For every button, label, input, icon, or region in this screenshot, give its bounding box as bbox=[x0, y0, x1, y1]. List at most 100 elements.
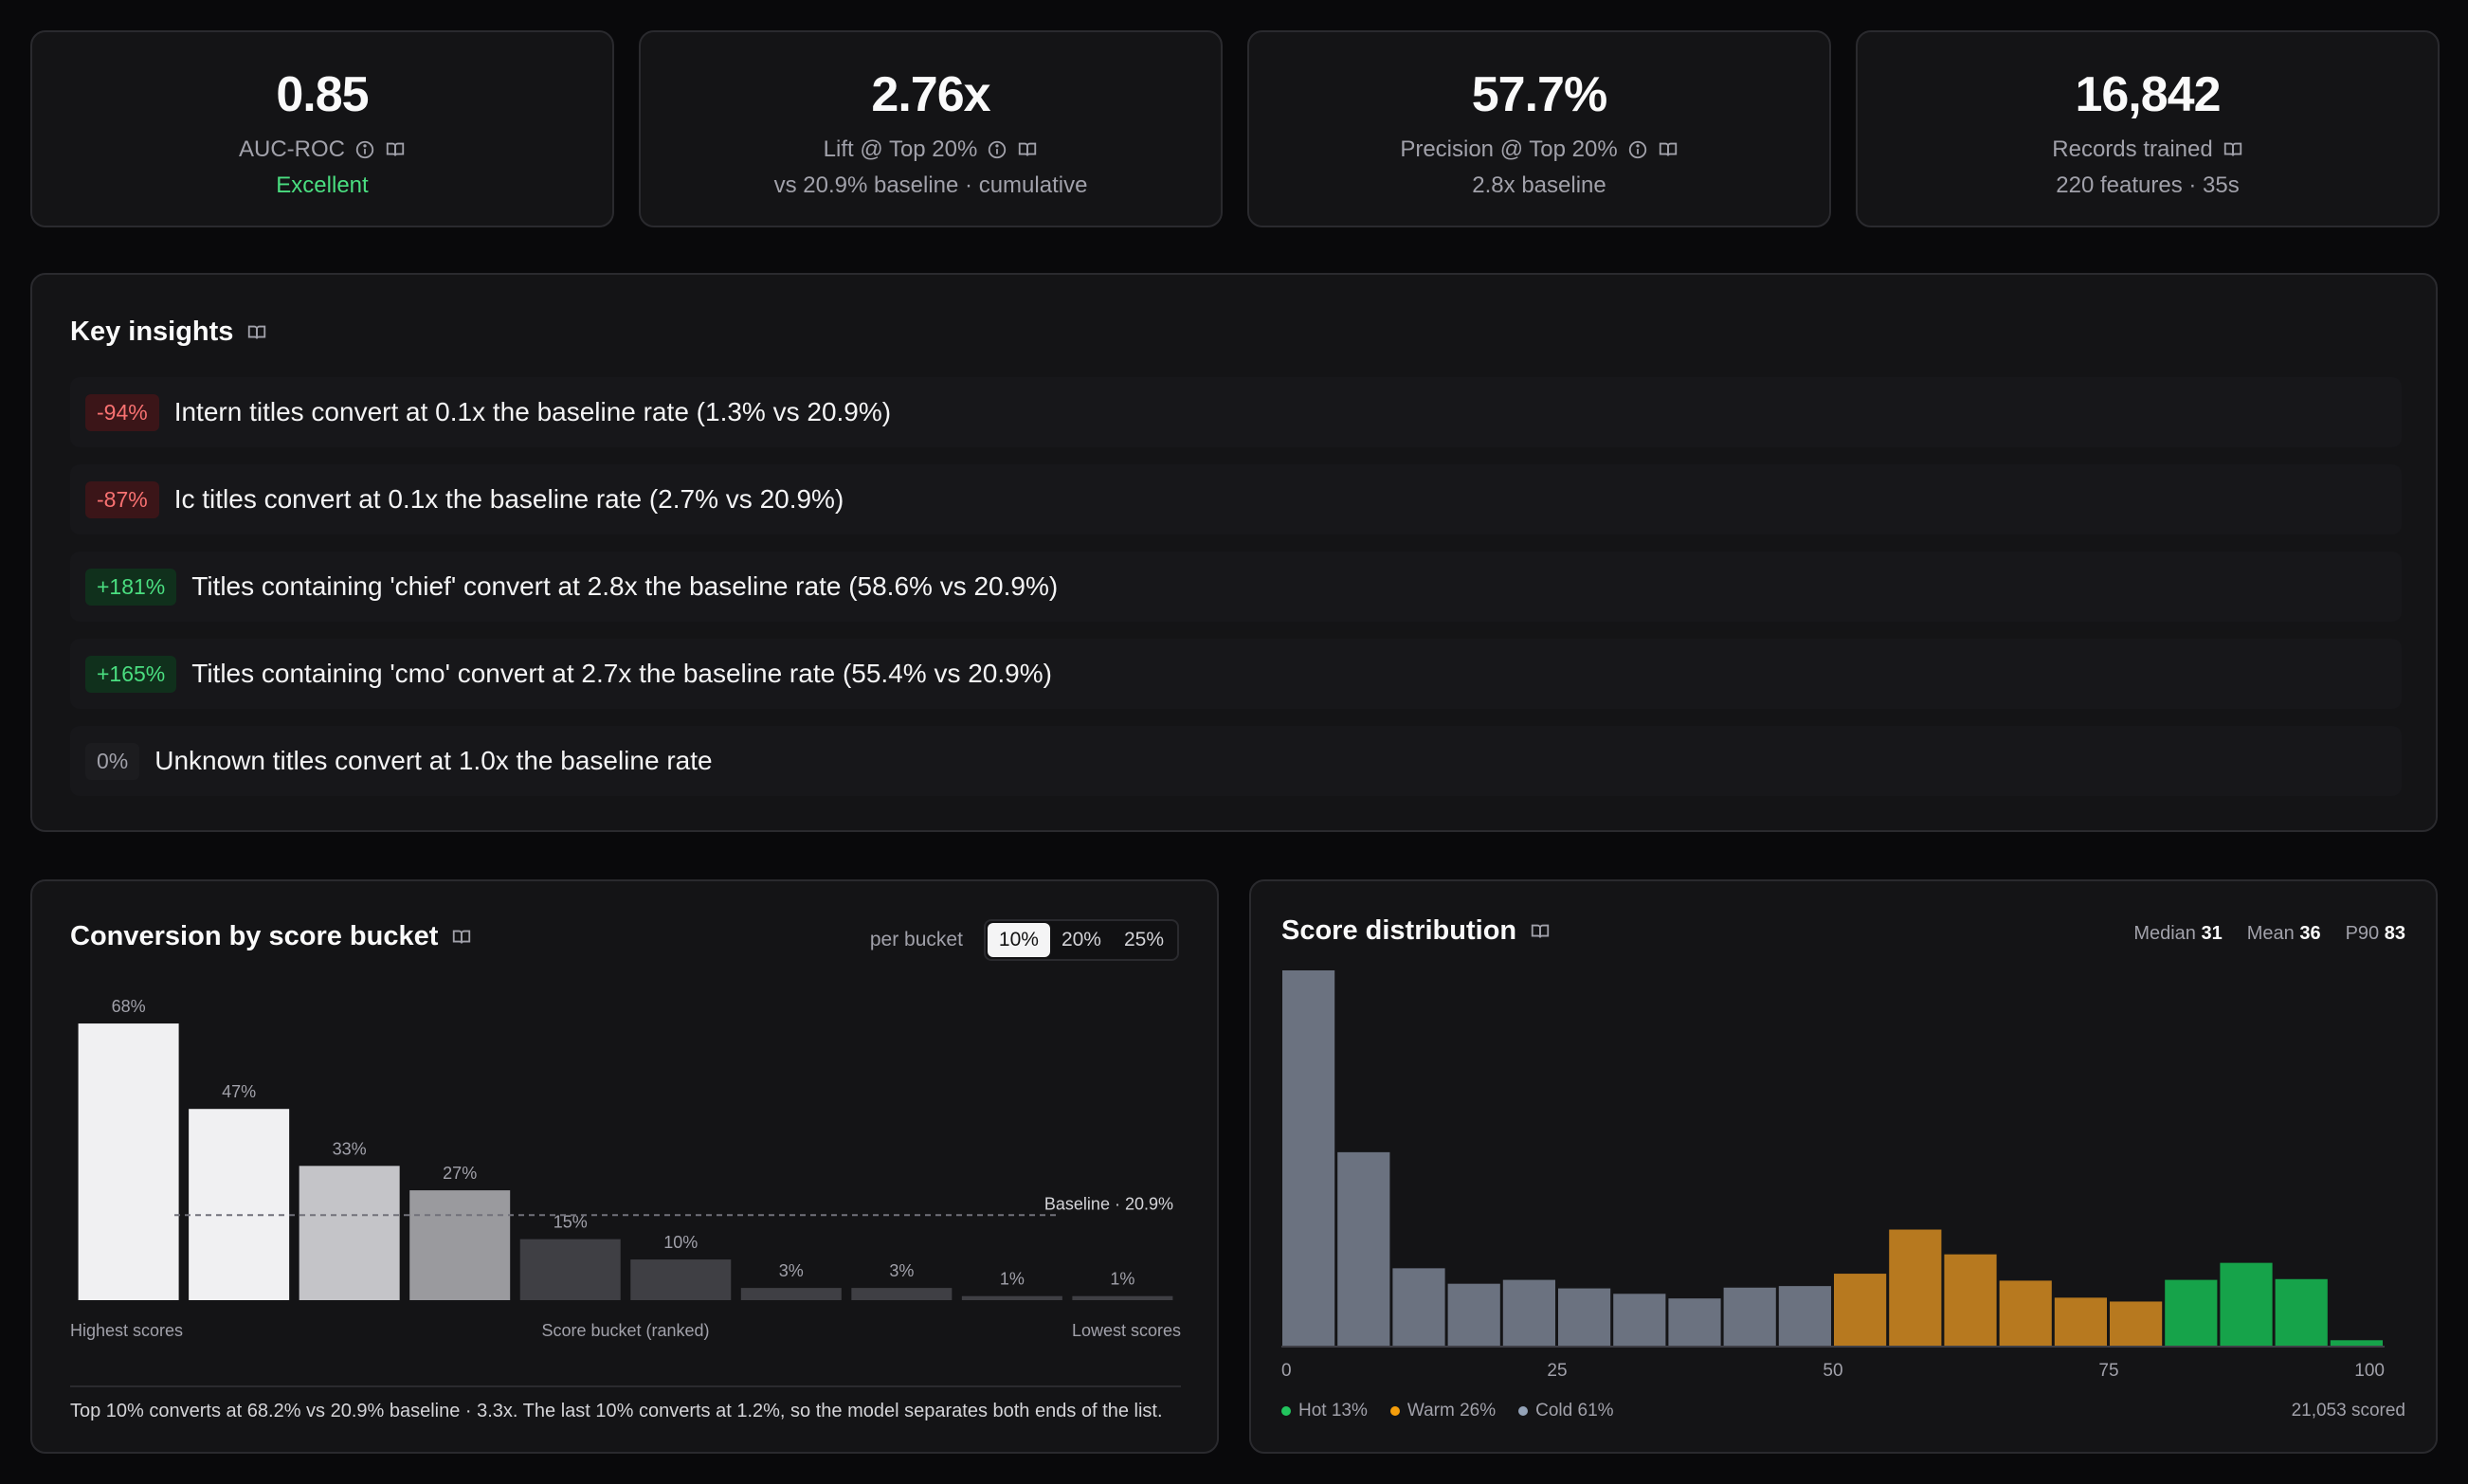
bucket-size-selector: per bucket 10% 20% 25% bbox=[870, 919, 1179, 961]
metric-sub: 220 features · 35s bbox=[2056, 172, 2240, 198]
bar-value-label: 3% bbox=[779, 1261, 804, 1280]
distribution-card: Score distribution Median 31 Mean 36 P90… bbox=[1249, 879, 2438, 1454]
histogram-bar[interactable] bbox=[1502, 1279, 1555, 1346]
conversion-bar[interactable] bbox=[961, 1295, 1062, 1300]
insight-text: Titles containing 'chief' convert at 2.8… bbox=[191, 571, 1059, 601]
histogram-bar[interactable] bbox=[1613, 1294, 1666, 1346]
metric-value: 57.7% bbox=[1471, 67, 1607, 122]
insight-row[interactable]: -94% Intern titles convert at 0.1x the b… bbox=[70, 377, 2402, 447]
x-right-label: Lowest scores bbox=[1072, 1321, 1181, 1340]
histogram-bar[interactable] bbox=[2220, 1262, 2273, 1346]
metric-card-records: 16,842 Records trained 220 features · 35… bbox=[1856, 30, 2440, 227]
info-icon[interactable] bbox=[987, 139, 1007, 160]
conversion-bar[interactable] bbox=[519, 1239, 621, 1300]
histogram-bar[interactable] bbox=[2165, 1279, 2218, 1346]
stat-median: Median 31 bbox=[2133, 923, 2223, 944]
metric-card-lift: 2.76x Lift @ Top 20% vs 20.9% baseline ·… bbox=[639, 30, 1223, 227]
scored-count: 21,053 scored bbox=[2291, 1401, 2405, 1421]
x-axis-label: Score bucket (ranked) bbox=[541, 1321, 709, 1340]
conversion-bar[interactable] bbox=[78, 1023, 179, 1300]
metric-card-precision: 57.7% Precision @ Top 20% 2.8x baseline bbox=[1247, 30, 1831, 227]
key-insights-card: Key insights -94% Intern titles convert … bbox=[30, 273, 2438, 832]
legend-cold: Cold 61% bbox=[1518, 1401, 1614, 1421]
bar-value-label: 33% bbox=[333, 1139, 367, 1158]
bar-value-label: 1% bbox=[1000, 1270, 1025, 1289]
histogram-bar[interactable] bbox=[1834, 1274, 1887, 1346]
metric-sub: Excellent bbox=[276, 172, 369, 198]
insights-title: Key insights bbox=[70, 317, 234, 347]
baseline-label: Baseline · 20.9% bbox=[1044, 1194, 1173, 1213]
histogram-bar[interactable] bbox=[1999, 1280, 2052, 1346]
insight-row[interactable]: +181% Titles containing 'chief' convert … bbox=[70, 552, 2402, 622]
stat-p90: P90 83 bbox=[2345, 923, 2405, 944]
bar-value-label: 47% bbox=[222, 1082, 256, 1101]
bar-value-label: 15% bbox=[553, 1213, 588, 1232]
insight-text: Unknown titles convert at 1.0x the basel… bbox=[154, 746, 713, 775]
histogram-bar[interactable] bbox=[1668, 1298, 1721, 1346]
book-icon[interactable] bbox=[385, 139, 406, 160]
conversion-card: Conversion by score bucket per bucket 10… bbox=[30, 879, 1219, 1454]
conversion-bar-chart: 68% 47% 33% 27% 15% 10% 3% 3% 1% 1% Baseline · 20.… bbox=[70, 997, 1181, 1340]
per-bucket-label: per bucket bbox=[869, 929, 963, 950]
histogram-bar[interactable] bbox=[1447, 1283, 1500, 1346]
histogram-bar[interactable] bbox=[1282, 970, 1335, 1346]
histogram-bar[interactable] bbox=[1558, 1288, 1611, 1346]
insight-row[interactable]: +165% Titles containing 'cmo' convert at… bbox=[70, 639, 2402, 709]
histogram-bar[interactable] bbox=[1944, 1254, 1997, 1346]
bucket-options: 10% 20% 25% bbox=[983, 919, 1179, 961]
metric-label: Lift @ Top 20% bbox=[823, 136, 978, 162]
conversion-title: Conversion by score bucket bbox=[70, 921, 439, 951]
histogram-bar[interactable] bbox=[2330, 1340, 2383, 1346]
book-icon[interactable] bbox=[1017, 139, 1038, 160]
book-icon[interactable] bbox=[451, 927, 472, 948]
metric-label: Records trained bbox=[2052, 136, 2213, 162]
legend-hot: Hot 13% bbox=[1281, 1401, 1368, 1421]
conversion-bar[interactable] bbox=[851, 1288, 953, 1300]
bar-value-label: 68% bbox=[112, 997, 146, 1016]
metric-sub: 2.8x baseline bbox=[1472, 172, 1606, 198]
bucket-option-20[interactable]: 20% bbox=[1061, 929, 1101, 950]
conversion-bar[interactable] bbox=[740, 1288, 842, 1300]
book-icon[interactable] bbox=[1530, 921, 1551, 942]
histogram-bar[interactable] bbox=[1337, 1151, 1390, 1346]
insight-row[interactable]: -87% Ic titles convert at 0.1x the basel… bbox=[70, 464, 2402, 534]
histogram-bar[interactable] bbox=[2054, 1297, 2107, 1346]
x-tick-label: 25 bbox=[1547, 1361, 1567, 1381]
histogram-bar[interactable] bbox=[2110, 1301, 2163, 1346]
conversion-bar[interactable] bbox=[409, 1190, 511, 1300]
metric-card-auc: 0.85 AUC-ROC Excellent bbox=[30, 30, 614, 227]
conversion-bar[interactable] bbox=[189, 1109, 290, 1300]
tier-legend: Hot 13% Warm 26% Cold 61% bbox=[1281, 1401, 1614, 1421]
score-histogram: 0 25 50 75 100 bbox=[1281, 970, 2385, 1381]
histogram-bar[interactable] bbox=[1778, 1286, 1831, 1346]
histogram-bar[interactable] bbox=[1723, 1287, 1776, 1346]
x-tick-label: 0 bbox=[1281, 1361, 1292, 1381]
insight-row[interactable]: 0% Unknown titles convert at 1.0x the ba… bbox=[70, 726, 2402, 796]
info-icon[interactable] bbox=[1627, 139, 1648, 160]
info-icon[interactable] bbox=[354, 139, 375, 160]
insight-badge: -94% bbox=[85, 393, 159, 431]
insight-text: Intern titles convert at 0.1x the baseli… bbox=[173, 397, 892, 426]
conversion-bar[interactable] bbox=[1072, 1295, 1173, 1300]
metric-label: AUC-ROC bbox=[239, 136, 345, 162]
histogram-bar[interactable] bbox=[1889, 1229, 1942, 1346]
x-tick-label: 100 bbox=[2354, 1361, 2385, 1381]
book-icon[interactable] bbox=[1658, 139, 1679, 160]
bucket-option-25[interactable]: 25% bbox=[1123, 929, 1164, 950]
book-icon[interactable] bbox=[2223, 139, 2243, 160]
insight-text: Ic titles convert at 0.1x the baseline r… bbox=[173, 484, 844, 514]
histogram-bar[interactable] bbox=[1392, 1268, 1445, 1346]
metric-sub: vs 20.9% baseline · cumulative bbox=[773, 172, 1088, 198]
insight-badge: +165% bbox=[85, 655, 177, 693]
distribution-title: Score distribution bbox=[1281, 915, 1517, 946]
bar-value-label: 1% bbox=[1110, 1270, 1134, 1289]
conversion-bar[interactable] bbox=[299, 1166, 400, 1300]
book-icon[interactable] bbox=[246, 322, 267, 343]
histogram-bar[interactable] bbox=[2275, 1278, 2328, 1346]
metric-value: 16,842 bbox=[2075, 67, 2221, 122]
bar-value-label: 27% bbox=[443, 1164, 477, 1183]
bucket-option-10[interactable]: 10% bbox=[987, 923, 1050, 957]
stat-mean: Mean 36 bbox=[2246, 923, 2321, 944]
conversion-bar[interactable] bbox=[630, 1259, 732, 1300]
insight-badge: -87% bbox=[85, 480, 159, 518]
